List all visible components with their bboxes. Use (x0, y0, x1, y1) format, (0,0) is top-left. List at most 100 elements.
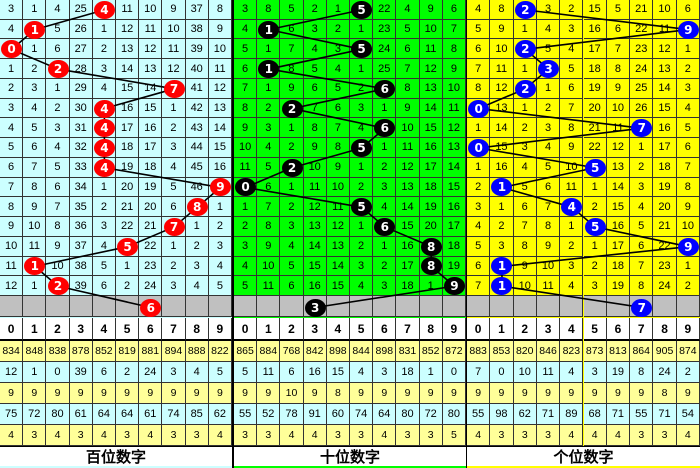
omission-cell: 25 (373, 59, 397, 79)
forecast-cell (326, 296, 350, 317)
omission-cell: 11 (442, 98, 466, 119)
omission-cell: 7 (513, 217, 537, 237)
stat-cell: 4 (0, 425, 24, 446)
digit-header: 3 (536, 318, 561, 341)
omission-cell: 8 (606, 59, 631, 79)
stat-cell: 4 (350, 362, 374, 383)
digit-header: 7 (630, 318, 654, 341)
digit-header: 2 (513, 318, 537, 341)
omission-cell: 1 (208, 197, 232, 218)
winning-number-ball: 0 (468, 99, 490, 118)
omission-cell: 46 (185, 177, 209, 198)
stat-cell: 3 (583, 362, 607, 383)
omission-cell: 6 (467, 256, 491, 277)
omission-cell: 4 (0, 19, 24, 40)
omission-cell: 15 (583, 0, 607, 20)
stat-cell: 894 (162, 341, 186, 362)
stat-cell: 0 (442, 362, 466, 383)
omission-cell: 23 (139, 256, 163, 277)
forecast-cell (69, 296, 93, 317)
forecast-cell (513, 296, 537, 317)
omission-cell: 14 (208, 118, 232, 139)
forecast-cell (46, 296, 70, 317)
omission-cell: 14 (116, 59, 140, 79)
omission-cell: 5 (536, 157, 561, 178)
omission-cell: 20 (653, 197, 677, 218)
winning-number-ball: 2 (514, 79, 536, 98)
omission-cell: 4 (396, 0, 420, 20)
stat-cell: 820 (513, 341, 537, 362)
omission-cell: 17 (442, 217, 466, 237)
omission-cell: 1 (560, 217, 584, 237)
omission-cell: 2 (467, 177, 491, 198)
winning-number-ball: 5 (351, 0, 373, 19)
forecast-cell (606, 296, 631, 317)
omission-cell: 6 (23, 138, 47, 158)
winning-number-ball: 4 (93, 158, 115, 177)
stat-cell: 1 (419, 362, 443, 383)
stat-cell: 834 (0, 341, 24, 362)
omission-cell: 2 (350, 78, 374, 99)
stat-cell: 3 (162, 425, 186, 446)
omission-cell: 16 (653, 118, 677, 139)
forecast-cell (676, 296, 700, 317)
omission-cell: 15 (419, 118, 443, 139)
omission-cell: 10 (326, 177, 350, 198)
omission-cell: 7 (536, 197, 561, 218)
omission-cell: 6 (0, 157, 24, 178)
omission-cell: 7 (303, 98, 327, 119)
omission-cell: 1 (234, 197, 258, 218)
omission-cell: 5 (303, 59, 327, 79)
stat-cell: 9 (92, 383, 116, 404)
omission-cell: 10 (234, 138, 258, 158)
omission-cell: 2 (560, 236, 584, 257)
stat-cell: 9 (442, 383, 466, 404)
forecast-cell (467, 296, 491, 317)
stat-cell: 3 (373, 362, 397, 383)
digit-header: 4 (92, 318, 116, 341)
omission-cell: 6 (442, 0, 466, 20)
stat-cell: 3 (630, 425, 654, 446)
panel-2: 4 8 2 3 2 15 5 21 10 6 5 9 1 4 3 16 6 22 11 9 6 10 2 5 4 17 7 23 12 1… (467, 0, 700, 468)
omission-cell: 4 (185, 276, 209, 296)
omission-cell: 3 (92, 217, 116, 237)
stat-cell: 62 (513, 404, 537, 425)
omission-cell: 16 (303, 276, 327, 296)
omission-cell: 2 (0, 78, 24, 99)
omission-cell: 7 (0, 177, 24, 198)
omission-cell: 13 (442, 138, 466, 158)
omission-cell: 2 (280, 197, 304, 218)
omission-cell: 7 (676, 157, 700, 178)
stat-cell: 71 (606, 404, 631, 425)
omission-cell: 12 (0, 276, 24, 296)
omission-cell: 1 (676, 256, 700, 277)
omission-cell: 14 (303, 236, 327, 257)
digit-header: 1 (490, 318, 514, 341)
stat-cell: 3 (536, 425, 561, 446)
digit-header: 3 (303, 318, 327, 341)
digit-header: 2 (46, 318, 70, 341)
winning-number-ball: 4 (93, 0, 115, 19)
stat-cell: 16 (303, 362, 327, 383)
omission-cell: 4 (513, 157, 537, 178)
stat-cell: 24 (653, 362, 677, 383)
winning-number-ball: 5 (584, 217, 606, 236)
stat-cell: 64 (116, 404, 140, 425)
stat-cell: 1 (23, 362, 47, 383)
stat-cell: 9 (630, 383, 654, 404)
omission-cell: 3 (0, 98, 24, 119)
omission-cell: 2 (23, 59, 47, 79)
omission-cell: 10 (490, 39, 514, 60)
digit-header: 8 (419, 318, 443, 341)
omission-cell: 19 (139, 177, 163, 198)
stat-cell: 19 (606, 362, 631, 383)
stat-cell: 7 (467, 362, 491, 383)
omission-cell: 12 (116, 19, 140, 40)
stat-cell: 888 (185, 341, 209, 362)
omission-cell: 5 (92, 256, 116, 277)
stat-cell: 4 (208, 425, 232, 446)
omission-cell: 6 (46, 39, 70, 60)
digit-header: 1 (257, 318, 281, 341)
digit-header: 6 (373, 318, 397, 341)
